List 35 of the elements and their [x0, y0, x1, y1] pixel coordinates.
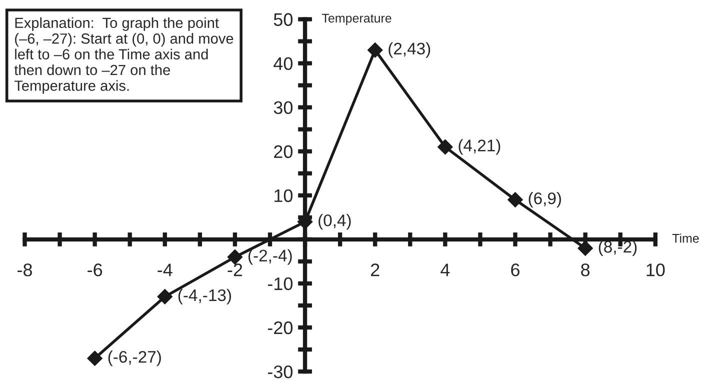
x-tick-label: 2 — [370, 264, 380, 276]
point — [368, 42, 383, 58]
y-axis-title: Temperature — [322, 14, 392, 26]
x-tick-label: 4 — [440, 264, 450, 276]
x-tick-label: -6 — [88, 264, 102, 276]
x-tick-label: -8 — [18, 264, 32, 276]
annotation: (-2,-4) — [248, 249, 292, 265]
y-tick-label: 50 — [274, 13, 293, 26]
x-tick-label: 8 — [581, 264, 590, 276]
x-axis-title: Time — [672, 234, 699, 243]
y-tick-label: -20 — [268, 321, 293, 334]
x-tick-label: 6 — [511, 264, 520, 276]
annotation: (8,-2) — [598, 240, 637, 256]
point — [87, 350, 102, 366]
annotation: (-6,-27) — [108, 350, 161, 366]
annotation: (4,21) — [458, 139, 500, 155]
annotation: (2,43) — [388, 42, 430, 58]
y-tick-label: 10 — [274, 189, 293, 202]
point — [508, 192, 523, 208]
y-tick-label: -30 — [268, 365, 293, 378]
y-tick-label: 20 — [274, 145, 293, 158]
annotation: (0,4) — [318, 214, 351, 230]
y-tick-label: 40 — [274, 57, 293, 70]
x-tick-label: 10 — [646, 264, 665, 276]
y-tick-label: -10 — [268, 277, 293, 290]
point — [438, 139, 453, 155]
x-tick-label: -4 — [158, 264, 172, 276]
y-tick-label: 30 — [274, 101, 293, 114]
annotation: (6,9) — [528, 192, 561, 208]
point — [227, 249, 243, 265]
annotation: Explanation: To graph the point (–6, –27): Start at (0, 0) and move left to –6 on the Time axis and then down to –27 on the Temperature axis. — [14, 17, 234, 94]
annotation: (-4,-13) — [178, 288, 231, 304]
point — [157, 289, 172, 304]
point — [578, 240, 593, 256]
x-tick-label: -2 — [228, 264, 242, 276]
